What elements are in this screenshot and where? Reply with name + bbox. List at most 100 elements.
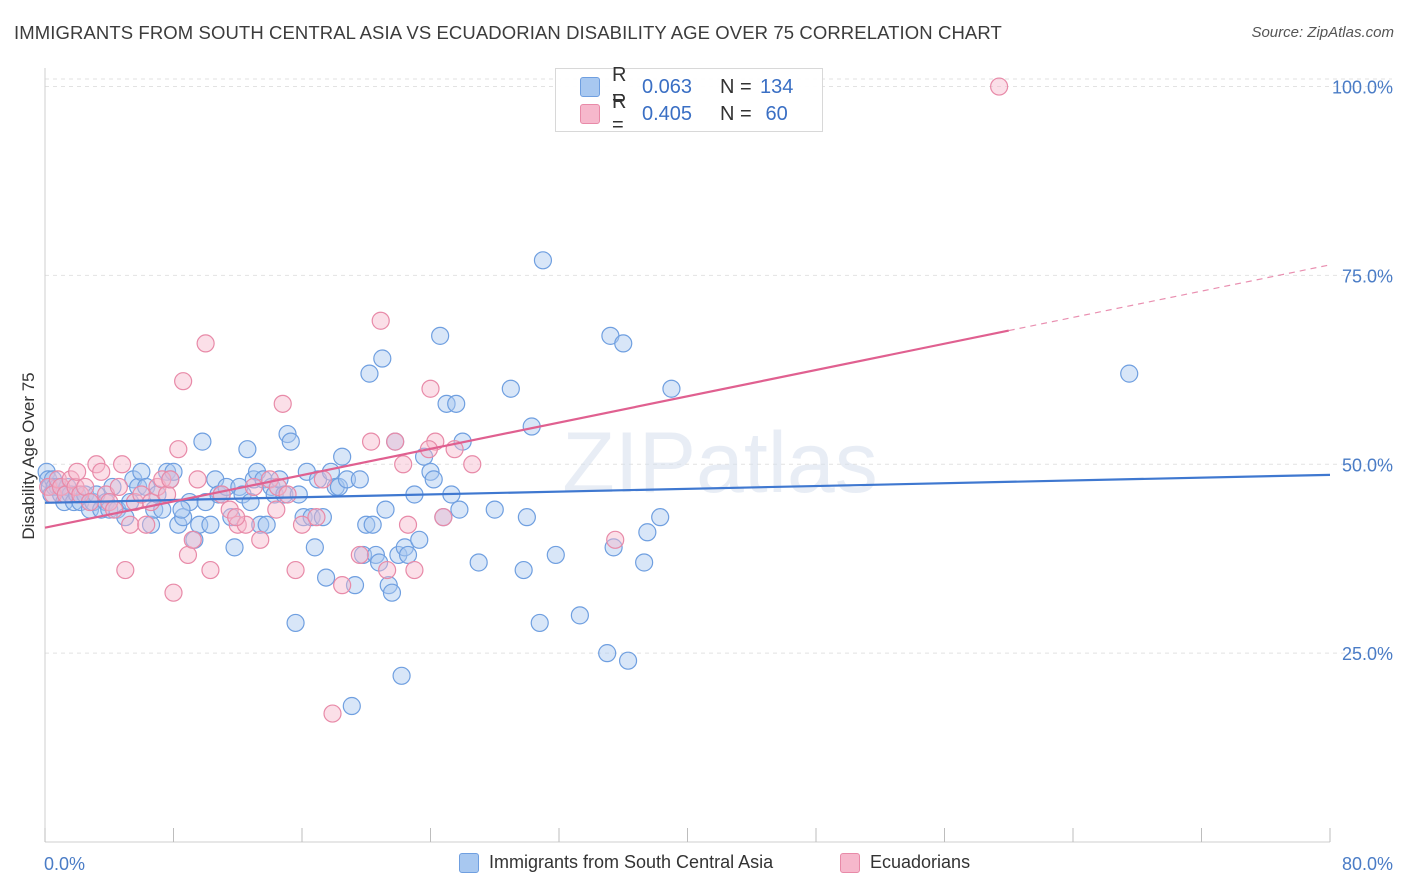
data-point bbox=[236, 515, 255, 534]
data-point bbox=[257, 515, 276, 534]
data-point bbox=[662, 379, 681, 398]
data-point bbox=[421, 379, 440, 398]
legend-n-value: 60 bbox=[760, 102, 788, 125]
data-point bbox=[172, 500, 191, 519]
data-point bbox=[434, 508, 453, 527]
data-point bbox=[292, 515, 312, 534]
y-tick-label: 50.0% bbox=[1342, 455, 1393, 475]
y-tick-label: 75.0% bbox=[1342, 266, 1393, 286]
axes bbox=[44, 68, 1331, 843]
data-point bbox=[307, 508, 326, 527]
data-point bbox=[410, 530, 429, 549]
data-point bbox=[251, 515, 270, 534]
data-point bbox=[212, 485, 231, 504]
data-point bbox=[431, 326, 450, 345]
data-point bbox=[68, 462, 87, 481]
data-point bbox=[485, 500, 504, 519]
data-point bbox=[116, 560, 135, 580]
legend-swatch-pink bbox=[580, 104, 600, 124]
y-axis-title: Disability Age Over 75 bbox=[19, 372, 38, 539]
data-point bbox=[614, 334, 633, 353]
data-point bbox=[501, 379, 520, 398]
data-point bbox=[112, 455, 132, 474]
data-point bbox=[398, 515, 418, 534]
data-point bbox=[546, 545, 565, 565]
data-point bbox=[394, 455, 413, 474]
data-point bbox=[604, 538, 623, 557]
data-point bbox=[382, 583, 402, 602]
data-point bbox=[196, 334, 215, 353]
data-point bbox=[193, 432, 212, 451]
data-point bbox=[92, 462, 111, 481]
data-point bbox=[371, 311, 390, 330]
data-point bbox=[1120, 364, 1139, 383]
series-ecuadorians-points bbox=[39, 77, 1009, 723]
data-point bbox=[268, 477, 288, 497]
data-point bbox=[161, 470, 180, 489]
data-point bbox=[132, 462, 151, 481]
trend-line-solid bbox=[44, 329, 1009, 529]
data-point bbox=[141, 515, 161, 534]
data-point bbox=[220, 500, 239, 519]
watermark: ZIPatlas bbox=[562, 415, 877, 511]
data-point bbox=[357, 515, 376, 534]
bottom-legend-swatch-blue bbox=[459, 852, 479, 873]
data-point bbox=[570, 606, 589, 625]
data-point bbox=[638, 523, 657, 542]
legend: R = 0.063 N = 134 R = 0.405 N = 60 bbox=[555, 64, 823, 136]
data-point bbox=[350, 470, 369, 489]
data-point bbox=[201, 515, 220, 534]
data-point bbox=[178, 545, 198, 565]
data-point bbox=[174, 372, 193, 391]
legend-r-value: 0.063 bbox=[642, 75, 693, 98]
data-point bbox=[463, 455, 482, 474]
data-point bbox=[405, 560, 424, 580]
data-point bbox=[103, 477, 122, 497]
legend-r-label: R = bbox=[612, 64, 627, 109]
data-point bbox=[241, 492, 260, 512]
data-point bbox=[227, 508, 246, 527]
data-point bbox=[530, 613, 549, 633]
data-point bbox=[386, 432, 405, 451]
data-point bbox=[286, 613, 305, 633]
data-point bbox=[990, 77, 1009, 96]
data-point bbox=[323, 704, 342, 723]
data-point bbox=[373, 349, 392, 368]
data-point bbox=[651, 508, 670, 527]
data-point bbox=[360, 364, 379, 383]
legend-r-value: 0.405 bbox=[642, 102, 693, 125]
data-point bbox=[469, 553, 488, 572]
data-point bbox=[389, 545, 408, 565]
data-point bbox=[188, 470, 207, 489]
data-point bbox=[533, 251, 553, 270]
legend-swatch-blue bbox=[580, 77, 600, 97]
tick-labels: 25.0% 50.0% 75.0% 100.0% 0.0% 80.0% bbox=[44, 78, 1393, 874]
trend-line-dashed bbox=[1008, 264, 1331, 332]
data-point bbox=[174, 508, 193, 527]
y-tick-label: 100.0% bbox=[1332, 78, 1393, 98]
data-point bbox=[222, 508, 241, 527]
x-tick-label: 0.0% bbox=[44, 854, 85, 874]
data-point bbox=[333, 447, 352, 466]
source-credit: Source: ZipAtlas.com bbox=[1251, 24, 1394, 41]
data-point bbox=[169, 440, 188, 459]
data-point bbox=[225, 538, 244, 557]
data-point bbox=[238, 440, 257, 459]
data-point bbox=[447, 394, 466, 413]
bottom-legend: Immigrants from South Central Asia Ecuad… bbox=[0, 852, 1406, 878]
data-point bbox=[606, 530, 625, 549]
chart-title: IMMIGRANTS FROM SOUTH CENTRAL ASIA VS EC… bbox=[14, 22, 1002, 43]
legend-n-value: 134 bbox=[760, 75, 794, 98]
grid-lines bbox=[45, 78, 1392, 654]
data-point bbox=[132, 485, 151, 504]
y-tick-label: 25.0% bbox=[1342, 644, 1393, 664]
data-point bbox=[281, 432, 300, 451]
legend-n-label: N = bbox=[720, 102, 752, 125]
data-point bbox=[378, 560, 397, 580]
data-point bbox=[424, 470, 443, 489]
data-point bbox=[267, 500, 286, 519]
data-point bbox=[514, 560, 533, 580]
data-point bbox=[201, 560, 220, 580]
data-point bbox=[450, 500, 469, 519]
